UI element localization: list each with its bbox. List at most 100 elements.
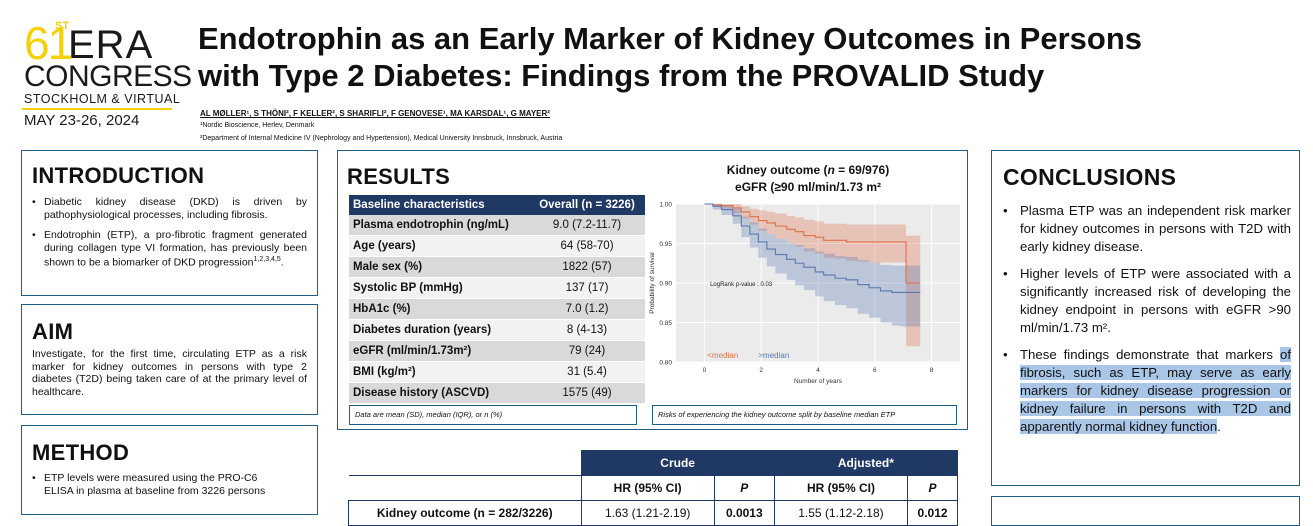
x-tick-label: 4 <box>816 367 820 374</box>
hr-crude-value: 1.63 (1.21-2.19) <box>580 500 715 526</box>
table-row: BMI (kg/m²) 31 (5.4) <box>349 361 645 383</box>
results-title: RESULTS <box>347 164 451 189</box>
conclusion-bullet-1: Plasma ETP was an independent risk marke… <box>1003 202 1291 256</box>
aim-title: AIM <box>32 319 74 344</box>
table-note: Data are mean (SD), median (IQR), or n (… <box>355 410 503 419</box>
table-row: Plasma endotrophin (ng/mL) 9.0 (7.2-11.7) <box>349 215 645 236</box>
method-panel: METHOD ETP levels were measured using th… <box>21 425 318 515</box>
hr-empty-corner <box>348 450 582 476</box>
conclusions-body: Plasma ETP was an independent risk marke… <box>1003 202 1291 436</box>
baseline-header-label: Baseline characteristics <box>349 195 529 215</box>
method-bullet-1: ETP levels were measured using the PRO-C… <box>32 472 307 497</box>
aim-text: Investigate, for the first time, circula… <box>32 348 307 398</box>
results-panel: RESULTS Baseline characteristics Overall… <box>337 150 968 430</box>
x-axis-label: Number of years <box>794 378 843 385</box>
table-row: Kidney outcome (n = 282/3226) 1.63 (1.21… <box>348 500 958 526</box>
baseline-table-body: Plasma endotrophin (ng/mL) 9.0 (7.2-11.7)… <box>349 215 645 404</box>
affiliation-1: ¹Nordic Bioscience, Herlev, Denmark <box>200 122 315 129</box>
row-label: BMI (kg/m²) <box>349 361 529 383</box>
row-value: 1575 (49) <box>529 382 645 404</box>
survival-line <box>704 203 921 284</box>
row-label: HbA1c (%) <box>349 298 529 320</box>
km-title-prefix: Kidney outcome ( <box>726 163 828 177</box>
method-bullet-line-1: ETP levels were measured using the PRO-C… <box>44 472 258 484</box>
table-row: Male sex (%) 1822 (57) <box>349 256 645 278</box>
x-tick-label: 2 <box>759 367 763 374</box>
conclusion-bullet-3: These findings demonstrate that markers … <box>1003 346 1291 436</box>
introduction-panel: INTRODUCTION Diabetic kidney disease (DK… <box>21 150 318 296</box>
intro-bullet-1: Diabetic kidney disease (DKD) is driven … <box>32 196 307 221</box>
km-caption-box: Risks of experiencing the kidney outcome… <box>652 405 957 425</box>
legend-above-median: >median <box>758 351 789 360</box>
logo-ordinal: ST <box>55 20 70 32</box>
logo-city: STOCKHOLM & VIRTUAL <box>24 92 181 106</box>
conclusions-title: CONCLUSIONS <box>1003 164 1177 190</box>
row-value: 7.0 (1.2) <box>529 298 645 320</box>
ci-band <box>704 204 921 347</box>
km-subtitle: eGFR (≥90 ml/min/1.73 m² <box>735 180 881 194</box>
row-label: Age (years) <box>349 235 529 257</box>
row-value: 31 (5.4) <box>529 361 645 383</box>
legend-below-median: <median <box>707 351 738 360</box>
row-value: 137 (17) <box>529 277 645 299</box>
table-row: eGFR (ml/min/1.73m²) 79 (24) <box>349 340 645 362</box>
baseline-table: Baseline characteristics Overall (n = 32… <box>349 195 645 404</box>
km-title-suffix: = 69/976) <box>834 163 890 177</box>
era-congress-logo: 61 ST ERA CONGRESS STOCKHOLM & VIRTUAL M… <box>22 14 192 129</box>
intro-references: 1,2,3,4,5 <box>253 256 281 263</box>
logrank-annotation: LogRank p-value : 0.03 <box>710 282 773 288</box>
table-row: Disease history (ASCVD) 1575 (49) <box>349 382 645 404</box>
table-row: Systolic BP (mmHg) 137 (17) <box>349 277 645 299</box>
km-title-n: n <box>827 163 835 177</box>
conclusions-panel: CONCLUSIONS Plasma ETP was an independen… <box>991 150 1300 486</box>
y-tick-label: 1.00 <box>659 202 672 209</box>
hr-adj-p: 0.012 <box>907 500 958 526</box>
title-line-2: with Type 2 Diabetes: Findings from the … <box>198 58 1045 93</box>
table-row: Diabetes duration (years) 8 (4-13) <box>349 319 645 341</box>
hazard-ratio-table: Crude Adjusted* HR (95% CI) P HR (95% CI… <box>348 450 959 526</box>
hr-adjusted-header: Adjusted* <box>773 450 959 476</box>
survival-line <box>704 203 921 294</box>
author-list: AL MØLLER¹, S THÖNI², F KELLER², S SHARI… <box>200 109 550 118</box>
aim-panel: AIM Investigate, for the first time, cir… <box>21 304 318 415</box>
conclusion-bullet-2: Higher levels of ETP were associated wit… <box>1003 265 1291 337</box>
y-tick-label: 0.95 <box>659 241 672 248</box>
row-label: Diabetes duration (years) <box>349 319 529 341</box>
hr-crude-p-col: P <box>713 475 775 501</box>
hr-adj-p-col: P <box>907 475 958 501</box>
introduction-title: INTRODUCTION <box>32 163 205 188</box>
y-axis-label: Probability of survival <box>649 252 656 314</box>
hr-crude-p: 0.0013 <box>713 500 775 526</box>
hr-row-label: Kidney outcome (n = 282/3226) <box>348 500 582 526</box>
logo-congress: CONGRESS <box>24 60 192 93</box>
row-label: Disease history (ASCVD) <box>349 382 529 404</box>
x-tick-label: 0 <box>703 367 707 374</box>
conclusion-bullet-3-text: These findings demonstrate that markers <box>1020 347 1280 362</box>
kaplan-meier-chart: 0.80 0.85 0.90 0.95 1.00 0 2 4 6 8 LogRank p-value… <box>649 202 960 385</box>
hr-empty-sub <box>348 475 582 501</box>
row-value: 64 (58-70) <box>529 235 645 257</box>
y-tick-label: 0.85 <box>659 320 672 327</box>
logo-era: ERA <box>68 23 154 67</box>
hr-crude-hr-col: HR (95% CI) <box>580 475 715 501</box>
intro-bullet-2-text: Endotrophin (ETP), a pro-fibrotic fragme… <box>44 229 307 269</box>
row-value: 1822 (57) <box>529 256 645 278</box>
x-tick-label: 6 <box>873 367 877 374</box>
km-title: Kidney outcome (n = 69/976) <box>658 163 958 177</box>
km-caption: Risks of experiencing the kidney outcome… <box>658 410 896 419</box>
table-row: HbA1c (%) 7.0 (1.2) <box>349 298 645 320</box>
method-bullet-line-2: ELISA in plasma at baseline from 3226 pe… <box>44 484 266 497</box>
baseline-header-value: Overall (n = 3226) <box>529 195 645 215</box>
title-line-1: Endotrophin as an Early Marker of Kidney… <box>198 21 1143 56</box>
hr-crude-header: Crude <box>580 450 775 476</box>
method-title: METHOD <box>32 440 130 465</box>
logo-number: 61 <box>24 17 73 69</box>
y-tick-label: 0.80 <box>659 360 672 367</box>
hr-adj-value: 1.55 (1.12-2.18) <box>773 500 909 526</box>
hr-adj-hr-col: HR (95% CI) <box>773 475 909 501</box>
row-label: eGFR (ml/min/1.73m²) <box>349 340 529 362</box>
poster-title: Endotrophin as an Early Marker of Kidney… <box>198 20 1278 94</box>
row-label: Systolic BP (mmHg) <box>349 277 529 299</box>
logo-divider <box>22 108 172 110</box>
bottom-right-panel <box>991 496 1300 526</box>
